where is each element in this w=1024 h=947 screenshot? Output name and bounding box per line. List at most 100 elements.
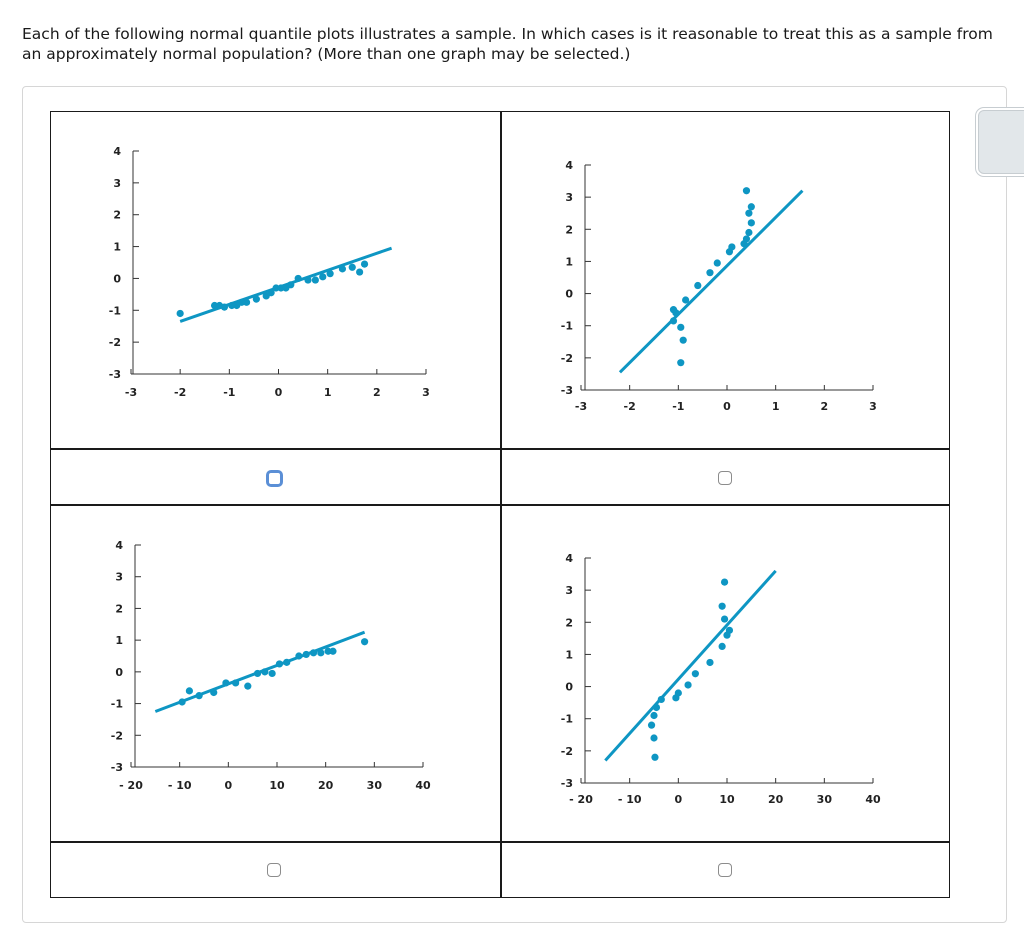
data-point [348, 263, 356, 271]
data-point [677, 359, 685, 367]
x-tick-label: 10 [719, 793, 735, 806]
y-tick-label: -3 [111, 761, 123, 774]
data-point [672, 309, 680, 317]
x-tick-label: 30 [367, 779, 383, 792]
x-tick-label: -1 [672, 400, 684, 413]
data-point [326, 270, 334, 278]
x-tick-label: -2 [174, 386, 186, 399]
y-tick-label: 4 [113, 145, 121, 158]
data-point [185, 687, 193, 695]
x-tick-label: 40 [415, 779, 431, 792]
data-point [706, 658, 714, 667]
data-point [283, 658, 291, 666]
y-tick-label: -2 [561, 352, 573, 365]
checkbox-option-d[interactable] [718, 863, 732, 877]
data-point [295, 652, 303, 660]
data-point [338, 265, 347, 273]
y-tick-label: 3 [115, 571, 123, 584]
data-point [304, 276, 312, 284]
x-tick-label: -3 [125, 386, 137, 399]
y-tick-label: -1 [109, 304, 121, 317]
data-point [742, 187, 751, 195]
quantile-plot-a: 4 3 2 1 0 -1 -2 -3 -3 -2 -1 0 1 2 3 [109, 145, 430, 399]
question-text: Each of the following normal quantile pl… [22, 25, 993, 63]
data-point [253, 669, 262, 678]
y-tick-label: -3 [109, 368, 121, 381]
options-table: 4 3 2 1 0 -1 -2 -3 -3 -2 -1 0 1 2 3 4 3 2 1 0 -1 -2 -3 -3 -2 -1 0… [50, 111, 950, 898]
x-tick-label: - 10 [618, 793, 642, 806]
x-tick-label: 0 [675, 793, 683, 806]
y-tick-label: 1 [565, 255, 573, 268]
data-point [691, 670, 699, 678]
y-tick-label: 2 [565, 223, 573, 236]
x-tick-label: 0 [275, 386, 283, 399]
reference-line [604, 569, 777, 762]
data-point [652, 703, 661, 712]
x-tick-label: -2 [624, 400, 636, 413]
data-point [210, 688, 218, 697]
y-tick-label: 0 [115, 666, 123, 679]
data-point [745, 209, 753, 217]
data-point [261, 668, 269, 676]
y-tick-label: 2 [115, 602, 123, 615]
x-tick-label: -1 [223, 386, 235, 399]
x-tick-label: 0 [723, 400, 731, 413]
y-tick-label: -2 [109, 336, 121, 349]
data-point [651, 753, 659, 761]
data-point [720, 578, 729, 586]
data-point [356, 268, 364, 276]
checkbox-option-c[interactable] [267, 863, 281, 877]
y-tick-label: 2 [113, 209, 121, 222]
data-point [647, 721, 656, 729]
data-point [742, 235, 751, 243]
data-point [677, 323, 685, 331]
data-point [679, 336, 687, 344]
y-tick-label: 1 [113, 241, 121, 254]
y-tick-label: 3 [113, 177, 121, 190]
y-tick-label: 4 [115, 539, 123, 552]
data-point [360, 260, 369, 268]
data-point [682, 296, 690, 304]
data-point [657, 695, 665, 704]
data-point [361, 638, 369, 646]
data-point [720, 615, 729, 623]
data-point [176, 309, 184, 318]
table-divider [51, 841, 949, 843]
data-point [713, 259, 721, 267]
data-point [178, 698, 186, 706]
y-tick-label: 3 [565, 584, 573, 597]
x-tick-label: - 20 [569, 793, 593, 806]
data-point [650, 711, 658, 720]
x-tick-label: - 10 [168, 779, 192, 792]
checkbox-option-b[interactable] [718, 471, 732, 485]
y-tick-label: 0 [113, 272, 121, 285]
y-tick-label: 3 [565, 191, 573, 204]
x-tick-label: 20 [768, 793, 784, 806]
y-tick-label: 2 [565, 616, 573, 629]
y-tick-label: 1 [115, 634, 123, 647]
plot-cell-d: 4 3 2 1 0 -1 -2 -3- 20- 10 0 10 20 30 40 [501, 505, 950, 841]
x-tick-label: 2 [821, 400, 829, 413]
x-tick-label: 3 [422, 386, 430, 399]
data-point [268, 669, 276, 678]
side-panel-tab[interactable] [978, 110, 1024, 174]
data-point [267, 289, 275, 297]
y-tick-label: 0 [565, 681, 573, 694]
data-point [252, 295, 260, 303]
data-point [302, 650, 310, 659]
data-point [747, 219, 755, 227]
x-tick-label: 3 [869, 400, 877, 413]
checkbox-option-a[interactable] [266, 470, 283, 487]
data-point [294, 274, 302, 283]
data-point [747, 203, 755, 211]
data-point [195, 692, 203, 700]
y-tick-label: 4 [565, 159, 573, 172]
x-tick-label: 10 [269, 779, 285, 792]
plot-cell-b: 4 3 2 1 0 -1 -2 -3 -3 -2 -1 0 1 2 3 [501, 112, 950, 448]
y-tick-label: 0 [565, 288, 573, 301]
data-point [669, 317, 678, 325]
y-tick-label: -1 [561, 320, 573, 333]
data-point [725, 626, 734, 634]
quantile-plot-b: 4 3 2 1 0 -1 -2 -3-3 -2 -1 0 1 2 3 [561, 159, 877, 413]
x-tick-label: -3 [575, 400, 587, 413]
